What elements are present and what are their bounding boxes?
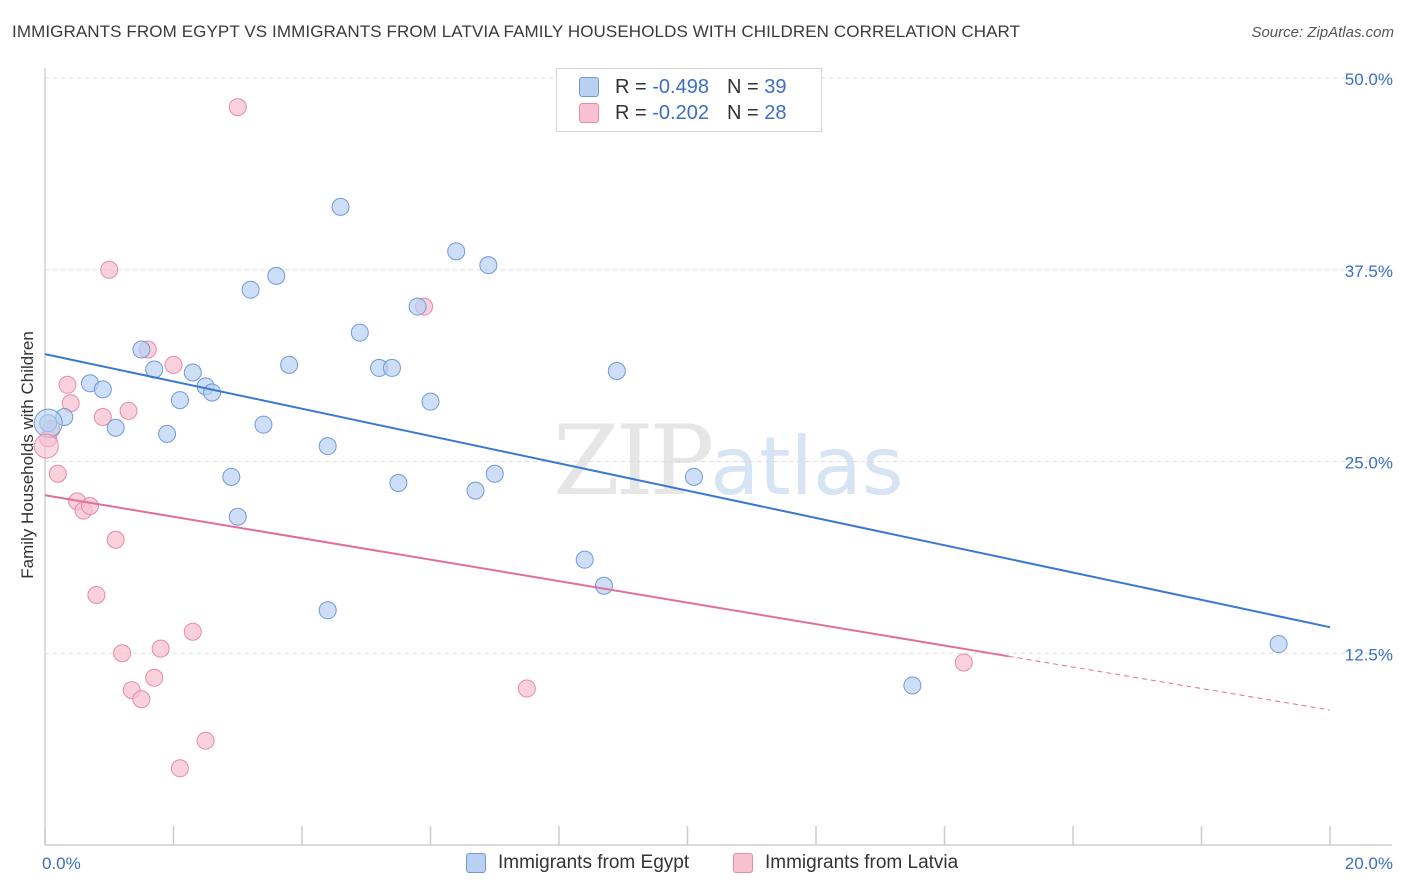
egypt-point-31 bbox=[575, 550, 594, 569]
source-label: Source: ZipAtlas.com bbox=[1251, 24, 1394, 41]
egypt-point-34 bbox=[684, 467, 703, 486]
bottom-egypt-label: Immigrants from Egypt bbox=[498, 852, 690, 873]
legend-row-latvia: R = -0.202 N = 28 bbox=[579, 101, 786, 125]
x-tick-label-1: 20.0% bbox=[1345, 854, 1393, 873]
bottom-latvia-swatch bbox=[733, 853, 753, 873]
egypt-point-19 bbox=[318, 601, 337, 620]
latvia-n-value: 28 bbox=[764, 101, 787, 124]
egypt-point-3 bbox=[93, 380, 112, 399]
egypt-point-11 bbox=[203, 383, 222, 402]
egypt-n-value: 39 bbox=[764, 75, 787, 98]
chart-title: IMMIGRANTS FROM EGYPT VS IMMIGRANTS FROM… bbox=[12, 22, 1021, 41]
latvia-point-19 bbox=[164, 355, 183, 374]
egypt-point-23 bbox=[382, 358, 401, 377]
egypt-point-large bbox=[33, 408, 63, 438]
latvia-r-label: R = bbox=[615, 101, 647, 124]
latvia-point-7 bbox=[80, 496, 99, 515]
latvia-point-25 bbox=[517, 679, 536, 698]
latvia-point-large bbox=[33, 433, 59, 459]
latvia-point-20 bbox=[170, 759, 189, 778]
latvia-point-9 bbox=[93, 408, 112, 427]
egypt-point-28 bbox=[466, 481, 485, 500]
latvia-point-22 bbox=[196, 731, 215, 750]
watermark-atlas: atlas bbox=[710, 420, 904, 513]
latvia-point-12 bbox=[113, 644, 132, 663]
latvia-point-8 bbox=[87, 585, 106, 604]
bottom-legend-egypt: Immigrants from Egypt bbox=[466, 852, 689, 874]
watermark: ZIPatlas bbox=[553, 405, 904, 517]
latvia-trend-line bbox=[44, 494, 1009, 658]
latvia-trend-extension bbox=[1008, 655, 1331, 711]
egypt-point-18 bbox=[318, 437, 337, 456]
egypt-point-14 bbox=[241, 280, 260, 299]
latvia-point-18 bbox=[151, 639, 170, 658]
egypt-point-26 bbox=[421, 392, 440, 411]
egypt-n-label: N = bbox=[726, 75, 759, 98]
egypt-r-value: -0.498 bbox=[652, 75, 709, 98]
x-tick-label-0: 0.0% bbox=[42, 854, 81, 873]
egypt-point-5 bbox=[132, 340, 151, 359]
egypt-point-33 bbox=[607, 361, 626, 380]
egypt-point-27 bbox=[447, 242, 466, 261]
egypt-r-label: R = bbox=[615, 75, 647, 98]
latvia-point-26 bbox=[954, 653, 973, 672]
latvia-point-11 bbox=[106, 530, 125, 549]
egypt-point-24 bbox=[389, 473, 408, 492]
latvia-point-3 bbox=[58, 375, 77, 394]
bottom-latvia-label: Immigrants from Latvia bbox=[765, 852, 959, 873]
egypt-point-25 bbox=[408, 297, 427, 316]
egypt-point-13 bbox=[228, 507, 247, 526]
egypt-point-35 bbox=[903, 676, 922, 695]
egypt-point-9 bbox=[183, 363, 202, 382]
egypt-point-15 bbox=[254, 415, 273, 434]
stats-legend: R = -0.498 N = 39 R = -0.202 N = 28 bbox=[556, 68, 822, 132]
latvia-swatch bbox=[579, 103, 599, 123]
latvia-point-15 bbox=[132, 690, 151, 709]
latvia-point-23 bbox=[228, 98, 247, 117]
latvia-point-21 bbox=[183, 622, 202, 641]
egypt-point-7 bbox=[158, 424, 177, 443]
y-tick-label-1: 25.0% bbox=[1345, 454, 1393, 473]
egypt-swatch bbox=[579, 77, 599, 97]
egypt-point-21 bbox=[350, 323, 369, 342]
bottom-egypt-swatch bbox=[466, 853, 486, 873]
egypt-point-17 bbox=[280, 355, 299, 374]
egypt-point-29 bbox=[479, 256, 498, 275]
y-tick-label-2: 37.5% bbox=[1345, 262, 1393, 281]
egypt-point-4 bbox=[106, 418, 125, 437]
latvia-point-13 bbox=[119, 401, 138, 420]
bottom-legend-latvia: Immigrants from Latvia bbox=[733, 852, 958, 874]
egypt-point-20 bbox=[331, 197, 350, 216]
egypt-trend-line bbox=[44, 353, 1331, 629]
egypt-point-36 bbox=[1269, 635, 1288, 654]
egypt-point-30 bbox=[485, 464, 504, 483]
y-tick-label-3: 50.0% bbox=[1345, 70, 1393, 89]
egypt-point-8 bbox=[170, 391, 189, 410]
egypt-point-12 bbox=[222, 467, 241, 486]
y-tick-label-0: 12.5% bbox=[1345, 645, 1393, 664]
latvia-point-10 bbox=[100, 260, 119, 279]
latvia-point-17 bbox=[145, 668, 164, 687]
latvia-r-value: -0.202 bbox=[652, 101, 709, 124]
y-axis-label: Family Households with Children bbox=[18, 331, 37, 579]
egypt-point-16 bbox=[267, 266, 286, 285]
egypt-point-32 bbox=[594, 576, 613, 595]
latvia-point-2 bbox=[48, 464, 67, 483]
latvia-n-label: N = bbox=[726, 101, 759, 124]
legend-row-egypt: R = -0.498 N = 39 bbox=[579, 75, 786, 99]
